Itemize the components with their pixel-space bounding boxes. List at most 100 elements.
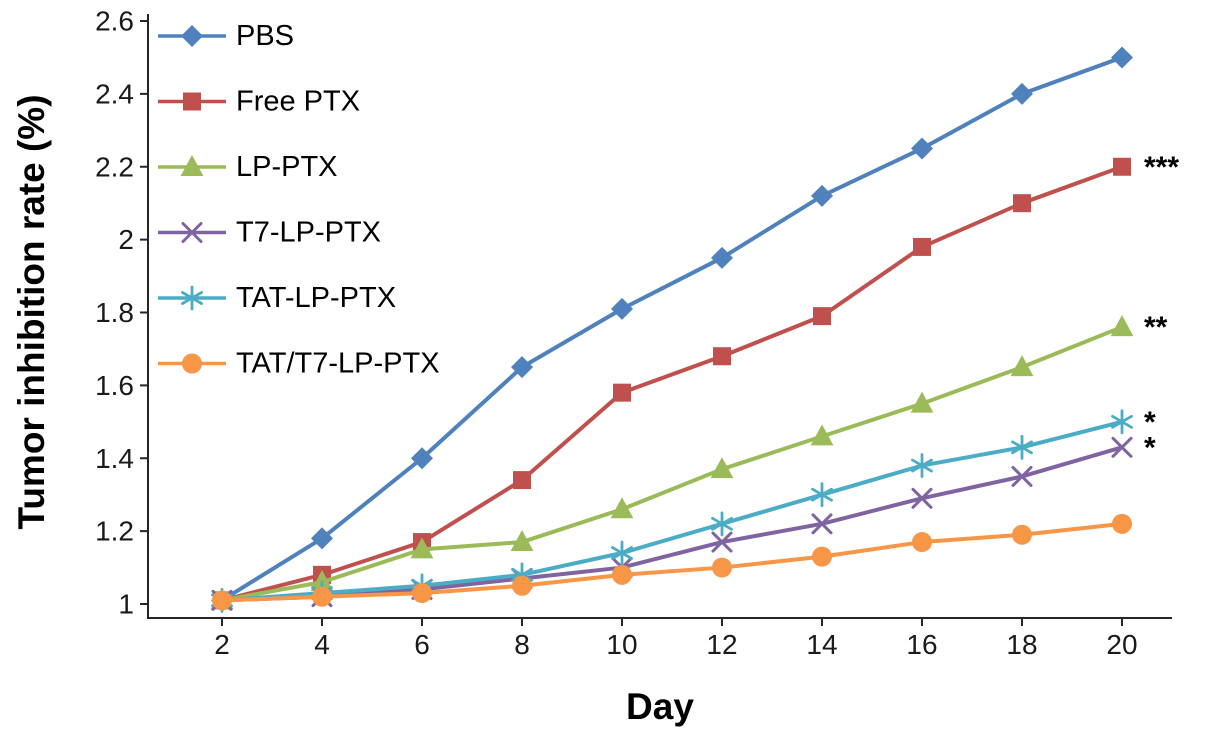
data-point-marker xyxy=(1113,157,1131,176)
legend-label: TAT-LP-PTX xyxy=(236,282,396,314)
data-point-marker xyxy=(911,453,933,478)
legend-item-tat-lp-ptx: TAT-LP-PTX xyxy=(158,282,396,314)
legend-item-lp-ptx: LP-PTX xyxy=(158,151,338,183)
y-tick-label: 2.6 xyxy=(95,6,134,37)
significance-annotation: * xyxy=(1144,406,1156,439)
legend-label: T7-LP-PTX xyxy=(236,217,381,249)
x-tick-label: 20 xyxy=(1106,629,1137,660)
x-tick-label: 18 xyxy=(1006,629,1037,660)
series-t7-lp-ptx: * xyxy=(211,431,1156,611)
axis-lines xyxy=(147,14,1172,619)
series-line xyxy=(220,325,1124,603)
data-point-marker xyxy=(813,307,831,326)
y-tick-label: 1 xyxy=(118,589,134,620)
data-point-marker xyxy=(513,471,531,490)
data-point-marker xyxy=(711,511,733,537)
x-tick-label: 10 xyxy=(606,629,637,660)
y-tick-label: 1.2 xyxy=(95,516,134,547)
data-point-marker xyxy=(310,570,334,592)
y-tick-label: 2.4 xyxy=(95,78,134,109)
x-axis-title: Day xyxy=(626,686,694,727)
data-point-marker xyxy=(1013,194,1031,213)
data-point-marker xyxy=(910,391,934,413)
data-point-marker xyxy=(1111,46,1133,69)
x-tick-label: 16 xyxy=(906,629,937,660)
data-point-marker xyxy=(212,590,232,611)
data-point-marker xyxy=(811,513,833,535)
y-axis-title: Tumor inhibition rate (%) xyxy=(11,94,52,530)
y-tick-label: 2.2 xyxy=(95,151,134,182)
series-tat-t7-lp-ptx xyxy=(212,513,1132,611)
data-point-marker xyxy=(611,297,633,320)
legend-item-t7-lp-ptx: T7-LP-PTX xyxy=(158,217,381,249)
data-point-marker xyxy=(1011,465,1033,487)
data-point-marker xyxy=(1012,524,1032,545)
data-point-marker xyxy=(911,487,933,509)
data-point-marker xyxy=(811,482,833,508)
series-line xyxy=(220,445,1124,603)
data-point-marker xyxy=(713,347,731,366)
series-line xyxy=(220,521,1124,603)
data-point-marker xyxy=(711,246,733,269)
data-point-marker xyxy=(511,356,533,379)
data-point-marker xyxy=(311,527,333,550)
data-point-marker xyxy=(710,457,734,479)
data-point-marker xyxy=(810,424,834,446)
data-point-marker xyxy=(913,237,931,256)
data-point-marker xyxy=(812,546,832,567)
data-point-marker xyxy=(411,447,433,470)
data-point-marker xyxy=(1010,355,1034,377)
data-point-marker xyxy=(610,497,634,519)
significance-annotation: ** xyxy=(1144,311,1168,344)
data-point-marker xyxy=(1011,434,1033,460)
data-point-marker xyxy=(613,383,631,402)
data-point-marker xyxy=(1110,315,1134,337)
legend-label: LP-PTX xyxy=(236,151,338,183)
data-point-marker xyxy=(811,184,833,207)
y-tick-label: 1.6 xyxy=(95,370,134,401)
data-point-marker xyxy=(312,586,332,607)
y-tick-label: 2 xyxy=(118,224,134,255)
data-point-marker xyxy=(612,564,632,585)
data-point-marker xyxy=(1111,409,1133,435)
significance-annotation: * xyxy=(1144,431,1156,464)
significance-annotation: *** xyxy=(1144,151,1179,184)
data-point-marker xyxy=(1011,82,1033,105)
data-point-marker xyxy=(911,137,933,160)
data-point-marker xyxy=(912,532,932,553)
series-line xyxy=(220,55,1124,603)
data-point-marker xyxy=(412,583,432,604)
legend-label: PBS xyxy=(236,20,294,52)
legend-marker xyxy=(181,285,203,311)
x-tick-label: 12 xyxy=(706,629,737,660)
series-pbs xyxy=(211,46,1133,612)
y-tick-label: 1.8 xyxy=(95,297,134,328)
x-tick-label: 6 xyxy=(414,629,430,660)
legend-item-pbs: PBS xyxy=(158,20,294,52)
series-lp-ptx: ** xyxy=(210,311,1168,610)
data-point-marker xyxy=(611,540,633,566)
x-tick-label: 2 xyxy=(214,629,230,660)
y-tick-label: 1.4 xyxy=(95,443,134,474)
data-point-marker xyxy=(712,557,732,578)
data-point-marker xyxy=(1111,436,1133,458)
x-tick-label: 14 xyxy=(806,629,837,660)
legend-label: Free PTX xyxy=(236,86,360,118)
series-tat-lp-ptx: * xyxy=(211,406,1156,613)
data-point-marker xyxy=(711,531,733,553)
legend-marker xyxy=(180,155,204,176)
legend-marker xyxy=(183,92,201,111)
legend-marker xyxy=(181,25,203,47)
legend-marker xyxy=(182,353,202,374)
data-point-marker xyxy=(512,575,532,596)
legend: PBS Free PTX LP-PTX T7-LP-PTX TAT-LP-PTX TAT/… xyxy=(158,20,440,380)
legend-label: TAT/T7-LP-PTX xyxy=(236,348,440,380)
legend-marker xyxy=(181,222,203,243)
x-tick-label: 8 xyxy=(514,629,530,660)
axes: 1 1.2 1.4 1.6 1.8 2 2.2 2.4 2.6 2 4 6 8 10 12 14 16 18 20 xyxy=(95,6,1172,660)
data-point-marker xyxy=(410,537,434,559)
legend-item-free-ptx: Free PTX xyxy=(158,86,360,118)
data-point-marker xyxy=(1112,513,1132,534)
